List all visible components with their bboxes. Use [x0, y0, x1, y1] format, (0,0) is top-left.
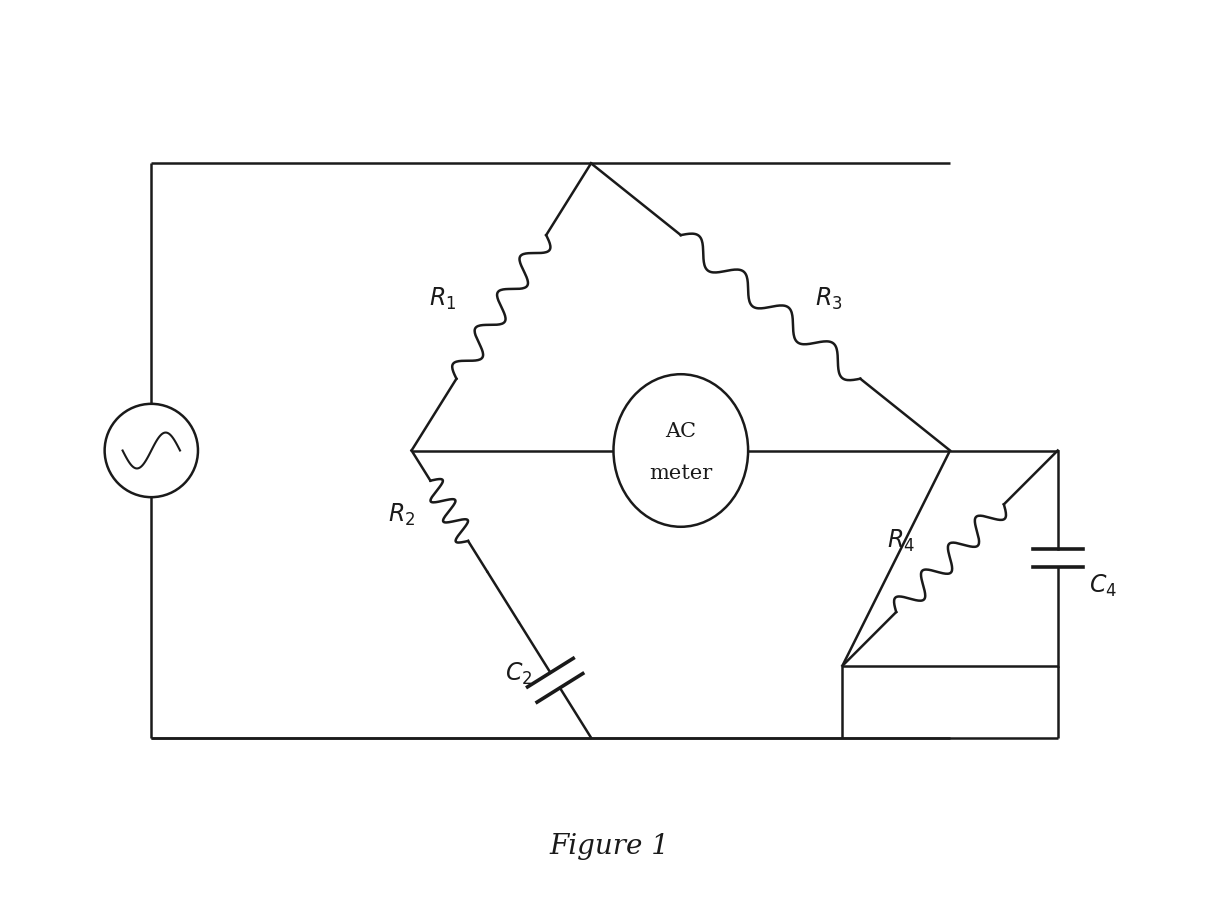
Text: $R_4$: $R_4$	[887, 528, 915, 554]
Text: Figure 1: Figure 1	[549, 832, 669, 859]
Text: $R_2$: $R_2$	[389, 501, 415, 527]
Text: $R_1$: $R_1$	[429, 286, 457, 312]
Text: $C_2$: $C_2$	[504, 659, 532, 686]
Ellipse shape	[614, 375, 748, 527]
Text: AC: AC	[665, 422, 697, 441]
Text: $R_3$: $R_3$	[815, 286, 843, 312]
Text: $C_4$: $C_4$	[1089, 573, 1117, 599]
Text: meter: meter	[649, 464, 713, 483]
